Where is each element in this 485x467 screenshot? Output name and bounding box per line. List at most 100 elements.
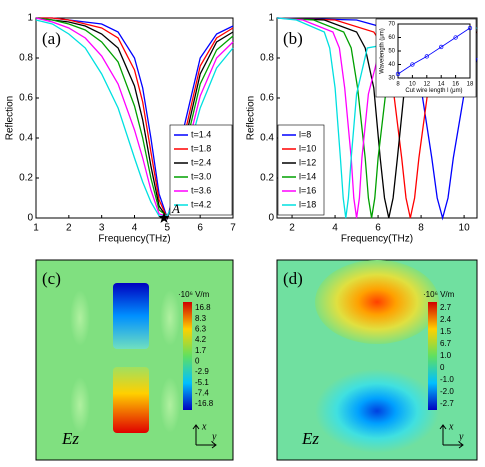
x-tick-label: 5 [165, 223, 171, 234]
colorbar-label: -5.1 [195, 378, 209, 387]
x-tick-label: 14 [438, 82, 445, 88]
panel-label: (b) [283, 29, 303, 48]
x-tick-label: 1 [33, 223, 39, 234]
y-tick-label: 0.6 [260, 93, 274, 104]
plot-area [397, 23, 471, 79]
y-tick-label: 70 [388, 22, 395, 28]
legend-label: l=10 [299, 143, 316, 153]
inset-point [439, 44, 444, 50]
x-tick-label: 10 [409, 82, 416, 88]
axis-label: y [211, 431, 217, 442]
colorbar-label: 2.4 [440, 315, 452, 324]
inset-point [453, 35, 458, 40]
y-tick-label: 50 [388, 49, 395, 55]
colorbar-label: -1.0 [440, 375, 454, 384]
colorbar-unit: ·10⁶ V/m [178, 290, 210, 299]
x-tick-label: 3 [99, 223, 105, 234]
y-tick-label: 40 [388, 62, 395, 68]
colorbar-label: -2.9 [195, 367, 209, 376]
legend-label: t=3.6 [191, 185, 211, 195]
x-tick-label: 2 [289, 223, 295, 234]
legend [169, 124, 233, 216]
colorbar-label: 0 [195, 356, 200, 365]
axis-label: y [458, 431, 464, 442]
colorbar-label: 4.2 [195, 335, 207, 344]
panel-label: (a) [42, 29, 61, 48]
y-axis-label: Wavelength (μm) [380, 28, 386, 74]
colorbar-label: -16.8 [195, 399, 214, 408]
colorbar-label: 6.3 [195, 324, 207, 333]
y-tick-label: 0.2 [19, 173, 33, 184]
legend-label: l=18 [299, 199, 316, 209]
panel-label: (c) [42, 269, 61, 288]
legend-label: l=16 [299, 185, 316, 195]
legend-label: t=4.2 [191, 199, 211, 209]
x-tick-label: 16 [452, 82, 459, 88]
legend-label: t=2.4 [191, 157, 211, 167]
inset-point [395, 71, 401, 77]
y-tick-label: 0.8 [19, 53, 33, 64]
y-tick-label: 0.4 [260, 133, 274, 144]
legend [277, 124, 325, 216]
y-tick-label: 60 [388, 35, 395, 41]
y-tick-label: 0 [27, 213, 33, 224]
field-label: Ez [301, 429, 319, 448]
x-tick-label: 10 [459, 223, 471, 234]
y-axis-label: Reflection [5, 96, 16, 140]
series-line [36, 17, 234, 221]
series-line [35, 17, 234, 220]
x-tick-label: 8 [396, 82, 400, 88]
y-tick-label: 0.2 [260, 173, 274, 184]
inset-line [397, 27, 471, 75]
legend-label: t=1.4 [191, 129, 211, 139]
inset-point [424, 54, 429, 59]
field-label: Ez [61, 429, 79, 448]
inset-point [467, 25, 473, 31]
y-axis-label: Reflection [246, 96, 257, 140]
axis-arrows [192, 424, 464, 449]
highlight-label: A [171, 201, 180, 216]
x-tick-label: 7 [230, 223, 236, 234]
colorbar-label: 1.5 [440, 327, 452, 336]
x-tick-label: 12 [423, 82, 430, 88]
series-line [36, 17, 234, 220]
x-tick-label: 2 [66, 223, 72, 234]
y-tick-label: 1 [268, 13, 274, 24]
axis-label: x [201, 421, 207, 432]
y-tick-label: 0 [268, 213, 274, 224]
x-tick-label: 8 [418, 223, 424, 234]
y-tick-label: 0.8 [260, 53, 274, 64]
colorbar-label: 8.3 [195, 314, 207, 323]
colorbar-label: 2.7 [440, 303, 452, 312]
colorbar-label: 6.7 [440, 339, 452, 348]
colorbar-label: -2.0 [440, 387, 454, 396]
x-tick-label: 4 [132, 223, 138, 234]
colorbar-unit: ·10⁶ V/m [423, 290, 455, 299]
highlight-point [158, 212, 170, 223]
legend-label: t=3.0 [191, 171, 211, 181]
x-tick-label: 18 [467, 82, 474, 88]
series-line [276, 17, 478, 219]
y-tick-label: 0.4 [19, 133, 33, 144]
x-axis-label: Frequency(THz) [98, 234, 170, 245]
y-tick-label: 30 [388, 76, 395, 82]
y-tick-label: 1 [27, 13, 33, 24]
legend-label: l=8 [299, 129, 311, 139]
field-c [35, 259, 234, 461]
colorbar-label: 1.7 [195, 346, 207, 355]
colorbar-label: -7.4 [195, 388, 209, 397]
series-line [276, 17, 478, 219]
x-tick-label: 6 [197, 223, 203, 234]
colorbar-label: 1.0 [440, 351, 452, 360]
y-tick-label: 0.6 [19, 93, 33, 104]
x-axis-label: Frequency(THz) [341, 234, 413, 245]
colorbar-label: -2.7 [440, 399, 454, 408]
x-axis-label: Cut wire length l (μm) [405, 88, 462, 94]
legend-label: t=1.8 [191, 143, 211, 153]
series-line [35, 17, 234, 217]
legend-label: l=14 [299, 171, 316, 181]
legend-label: l=12 [299, 157, 316, 167]
inset-point [410, 62, 415, 67]
x-tick-label: 6 [375, 223, 381, 234]
